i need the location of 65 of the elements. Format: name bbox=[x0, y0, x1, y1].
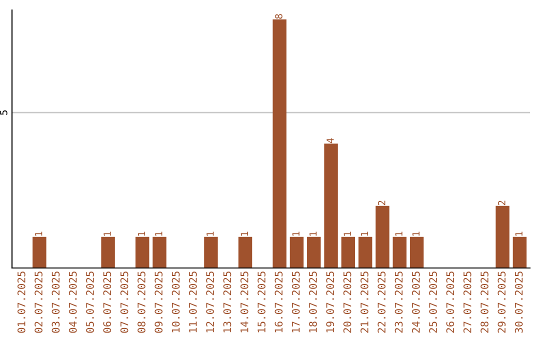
x-tick-label: 23.07.2025 bbox=[394, 272, 403, 333]
x-tick-label: 14.07.2025 bbox=[240, 272, 248, 332]
x-tick-label: 25.07.2025 bbox=[429, 272, 437, 333]
x-tick-label: 22.07.2025 bbox=[378, 272, 386, 333]
bar bbox=[496, 206, 510, 268]
x-tick-label: 19.07.2025 bbox=[326, 272, 334, 332]
bar bbox=[512, 236, 527, 268]
x-tick-label: 21.07.2025 bbox=[360, 272, 368, 333]
data-label: 1 bbox=[360, 232, 368, 236]
x-tick-label: 16.07.2025 bbox=[274, 272, 283, 332]
x-tick-label: 24.07.2025 bbox=[412, 272, 420, 333]
data-label: 1 bbox=[310, 232, 317, 236]
bar bbox=[410, 236, 424, 268]
bar bbox=[307, 236, 321, 268]
data-label: 1 bbox=[395, 232, 402, 236]
x-tick-label: 04.07.2025 bbox=[68, 272, 77, 333]
data-label: 1 bbox=[240, 232, 248, 236]
x-tick-label: 08.07.2025 bbox=[138, 272, 146, 333]
bar bbox=[152, 236, 166, 268]
x-tick-label: 27.07.2025 bbox=[463, 272, 472, 333]
bar bbox=[392, 236, 407, 268]
data-label: 4 bbox=[326, 138, 334, 144]
x-tick-label: 02.07.2025 bbox=[34, 272, 42, 333]
data-label: 2 bbox=[498, 200, 506, 206]
x-tick-label: 30.07.2025 bbox=[514, 272, 523, 333]
data-label: 1 bbox=[155, 232, 162, 236]
bar bbox=[358, 236, 372, 268]
x-tick-label: 26.07.2025 bbox=[446, 272, 454, 333]
x-tick-label: 07.07.2025 bbox=[120, 272, 128, 333]
bar bbox=[324, 144, 338, 268]
x-tick-label: 29.07.2025 bbox=[498, 272, 506, 333]
x-tick-label: 28.07.2025 bbox=[480, 272, 488, 333]
x-tick-label: 15.07.2025 bbox=[258, 272, 266, 332]
data-label: 1 bbox=[35, 232, 42, 236]
data-label: 1 bbox=[104, 232, 111, 236]
x-tick-label: 17.07.2025 bbox=[292, 272, 300, 332]
x-tick-label: 20.07.2025 bbox=[343, 272, 352, 333]
bar bbox=[341, 236, 356, 268]
bar bbox=[376, 206, 390, 268]
data-label: 1 bbox=[412, 232, 420, 236]
y-tick-label: 5 bbox=[0, 110, 8, 115]
x-tick-label: 12.07.2025 bbox=[206, 272, 214, 332]
data-label: 8 bbox=[275, 14, 282, 19]
x-tick-label: 10.07.2025 bbox=[172, 272, 180, 332]
data-label: 1 bbox=[138, 232, 146, 236]
data-label: 1 bbox=[344, 232, 351, 236]
bar bbox=[204, 236, 218, 268]
x-tick-label: 01.07.2025 bbox=[17, 272, 26, 333]
data-label: 1 bbox=[515, 232, 522, 236]
bar bbox=[238, 236, 252, 268]
bar bbox=[272, 19, 286, 268]
data-label: 2 bbox=[378, 200, 386, 206]
bar bbox=[290, 236, 304, 268]
x-tick-label: 11.07.2025 bbox=[188, 272, 197, 332]
x-tick-label: 18.07.2025 bbox=[309, 272, 317, 332]
bar bbox=[32, 236, 46, 268]
x-tick-label: 05.07.2025 bbox=[86, 272, 94, 333]
x-tick-label: 03.07.2025 bbox=[52, 272, 60, 333]
bar bbox=[101, 236, 115, 268]
bar bbox=[135, 236, 150, 268]
data-label: 1 bbox=[292, 232, 300, 236]
x-tick-label: 06.07.2025 bbox=[103, 272, 112, 333]
x-tick-label: 13.07.2025 bbox=[223, 272, 232, 332]
data-label: 1 bbox=[206, 232, 214, 236]
x-tick-label: 09.07.2025 bbox=[154, 272, 163, 333]
